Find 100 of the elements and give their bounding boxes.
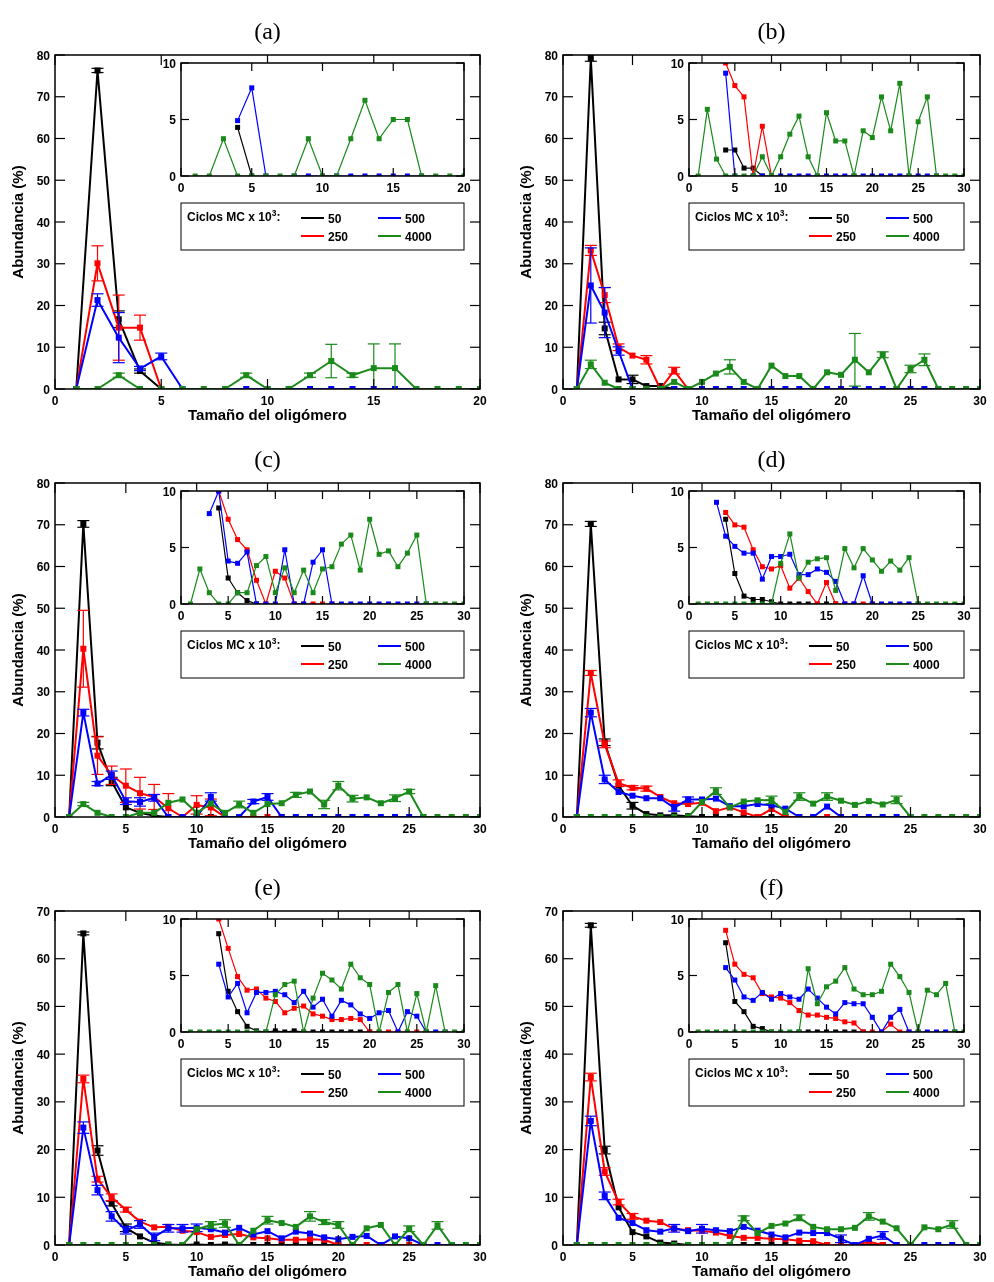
- x-tick-label: 20: [331, 822, 346, 836]
- y-tick-label: 10: [162, 56, 177, 71]
- legend-label: 250: [328, 1085, 349, 1100]
- x-tick-label: 10: [695, 1250, 709, 1264]
- legend-label: 500: [913, 1067, 934, 1082]
- x-tick-label: 30: [457, 609, 471, 623]
- legend-label: 500: [913, 639, 934, 654]
- y-tick-label: 70: [36, 904, 51, 919]
- x-tick-label: 5: [629, 822, 637, 836]
- y-tick-label: 30: [544, 257, 559, 272]
- x-tick-label: 20: [865, 181, 880, 195]
- y-tick-label: 30: [36, 685, 51, 700]
- y-tick-label: 0: [43, 382, 51, 397]
- x-tick-label: 15: [315, 1037, 330, 1051]
- x-tick-label: 15: [260, 822, 275, 836]
- legend-label: 250: [328, 657, 349, 672]
- x-tick-label: 10: [773, 1037, 788, 1051]
- y-tick-label: 20: [36, 1143, 51, 1158]
- x-tick-label: 15: [764, 1250, 779, 1264]
- x-tick-label: 5: [248, 181, 256, 195]
- y-tick-label: 30: [544, 685, 559, 700]
- x-tick-label: 30: [473, 822, 487, 836]
- x-axis-title: Tamaño del oligómero: [188, 406, 347, 423]
- x-tick-label: 25: [410, 1037, 424, 1051]
- y-tick-label: 20: [544, 1143, 559, 1158]
- x-tick-label: 20: [834, 822, 848, 836]
- legend-label: 4000: [405, 229, 433, 244]
- x-axis-title: Tamaño del oligómero: [692, 834, 851, 851]
- x-axis-title: Tamaño del oligómero: [188, 834, 347, 851]
- legend-label: 4000: [913, 229, 941, 244]
- x-tick-label: 10: [260, 394, 275, 408]
- legend-label: 50: [328, 211, 342, 226]
- x-tick-label: 25: [911, 1037, 926, 1051]
- y-tick-label: 60: [36, 952, 51, 967]
- legend-label: 500: [913, 211, 934, 226]
- y-tick-label: 50: [544, 601, 559, 616]
- chart-title: (c): [254, 446, 281, 472]
- y-tick-label: 20: [36, 727, 51, 741]
- x-tick-label: 30: [957, 181, 971, 195]
- y-tick-label: 70: [36, 90, 51, 105]
- y-tick-label: 70: [544, 904, 559, 919]
- y-tick-label: 40: [544, 643, 559, 658]
- x-tick-label: 30: [957, 1037, 971, 1051]
- y-tick-label: 60: [36, 560, 51, 574]
- y-tick-label: 80: [36, 476, 51, 491]
- x-tick-label: 15: [764, 394, 779, 408]
- x-tick-label: 5: [224, 609, 232, 623]
- y-tick-label: 10: [544, 340, 559, 355]
- x-tick-label: 15: [819, 609, 834, 623]
- y-tick-label: 10: [670, 56, 685, 71]
- x-tick-label: 15: [315, 609, 330, 623]
- legend-label: 500: [405, 1067, 426, 1082]
- x-tick-label: 25: [903, 822, 918, 836]
- y-tick-label: 80: [544, 476, 559, 491]
- y-tick-label: 70: [36, 518, 51, 533]
- legend-label: 4000: [913, 1085, 941, 1100]
- y-tick-label: 50: [36, 173, 51, 188]
- y-tick-label: 50: [544, 173, 559, 188]
- legend-label: 500: [405, 639, 426, 654]
- x-tick-label: 15: [764, 822, 779, 836]
- y-axis-title: Abundancia (%): [9, 1021, 26, 1135]
- x-tick-label: 5: [122, 822, 130, 836]
- y-tick-label: 0: [677, 597, 685, 612]
- y-tick-label: 50: [36, 601, 51, 616]
- y-tick-label: 5: [169, 541, 177, 555]
- y-tick-label: 70: [544, 518, 559, 533]
- x-tick-label: 25: [410, 609, 424, 623]
- chart-title: (f): [759, 874, 784, 900]
- y-tick-label: 0: [169, 1025, 177, 1040]
- y-tick-label: 10: [544, 1190, 559, 1205]
- legend-label: 250: [328, 229, 349, 244]
- y-tick-label: 80: [36, 48, 51, 63]
- legend-title: Ciclos MC x 10$^{3}$:: [187, 636, 281, 652]
- x-tick-label: 25: [903, 1250, 918, 1264]
- x-tick-label: 30: [973, 822, 987, 836]
- x-tick-label: 15: [819, 1037, 834, 1051]
- y-tick-label: 10: [670, 484, 685, 499]
- x-tick-label: 15: [260, 1250, 275, 1264]
- legend-title: Ciclos MC x 10$^{3}$:: [695, 636, 789, 652]
- legend-label: 4000: [913, 657, 941, 672]
- x-tick-label: 5: [731, 609, 739, 623]
- y-tick-label: 0: [551, 382, 559, 397]
- legend-title: Ciclos MC x 10$^{3}$:: [695, 1064, 789, 1080]
- legend-label: 4000: [405, 657, 433, 672]
- legend-label: 50: [836, 1067, 850, 1082]
- legend-label: 50: [328, 1067, 342, 1082]
- legend-title: Ciclos MC x 10$^{3}$:: [187, 1064, 281, 1080]
- legend-label: 250: [836, 229, 857, 244]
- y-tick-label: 60: [544, 952, 559, 967]
- legend-label: 250: [836, 657, 857, 672]
- legend-label: 4000: [405, 1085, 433, 1100]
- x-tick-label: 30: [957, 609, 971, 623]
- x-axis-title: Tamaño del oligómero: [692, 406, 851, 423]
- y-tick-label: 50: [36, 999, 51, 1014]
- x-tick-label: 20: [865, 609, 880, 623]
- legend-label: 500: [405, 211, 426, 226]
- x-tick-label: 5: [224, 1037, 232, 1051]
- y-tick-label: 5: [677, 969, 685, 983]
- y-tick-label: 20: [36, 299, 51, 313]
- x-tick-label: 10: [695, 394, 709, 408]
